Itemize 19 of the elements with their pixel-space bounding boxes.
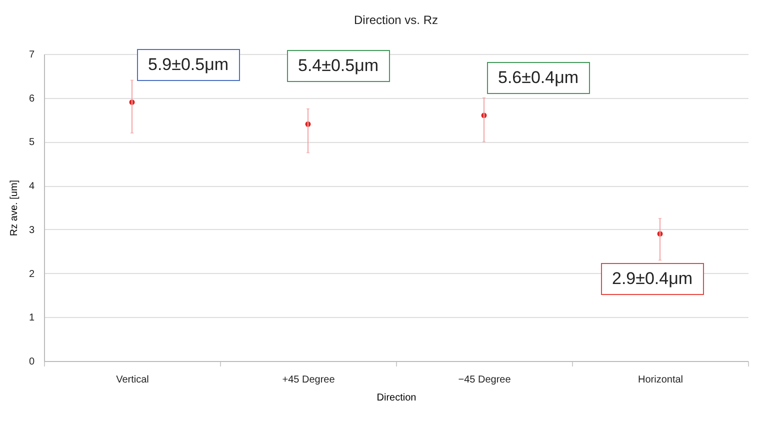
y-tick-label: 4 [28,181,35,192]
y-tick-label: 0 [28,356,35,368]
chart-title: Direction vs. Rz [354,13,438,27]
y-tick-label: 7 [28,50,35,60]
y-axis-title: Rz ave. [um] [8,180,20,236]
annotation: 5.6±0.4μm [487,62,590,94]
y-tick-label: 2 [28,268,35,280]
x-tick-label: −45 Degree [458,374,512,386]
y-tick-label: 6 [28,93,35,104]
x-axis-title: Direction [376,392,416,404]
x-tick-label: Vertical [116,374,149,386]
y-tick-label: 3 [28,224,35,236]
annotation: 5.4±0.5μm [287,50,390,82]
x-tick-label: Horizontal [638,374,684,386]
annotation: 2.9±0.4μm [601,262,704,295]
y-tick-label: 1 [28,312,35,324]
annotation: 5.9±0.5μm [137,49,240,82]
x-tick-label: +45 Degree [282,374,336,386]
y-tick-label: 5 [28,137,35,148]
